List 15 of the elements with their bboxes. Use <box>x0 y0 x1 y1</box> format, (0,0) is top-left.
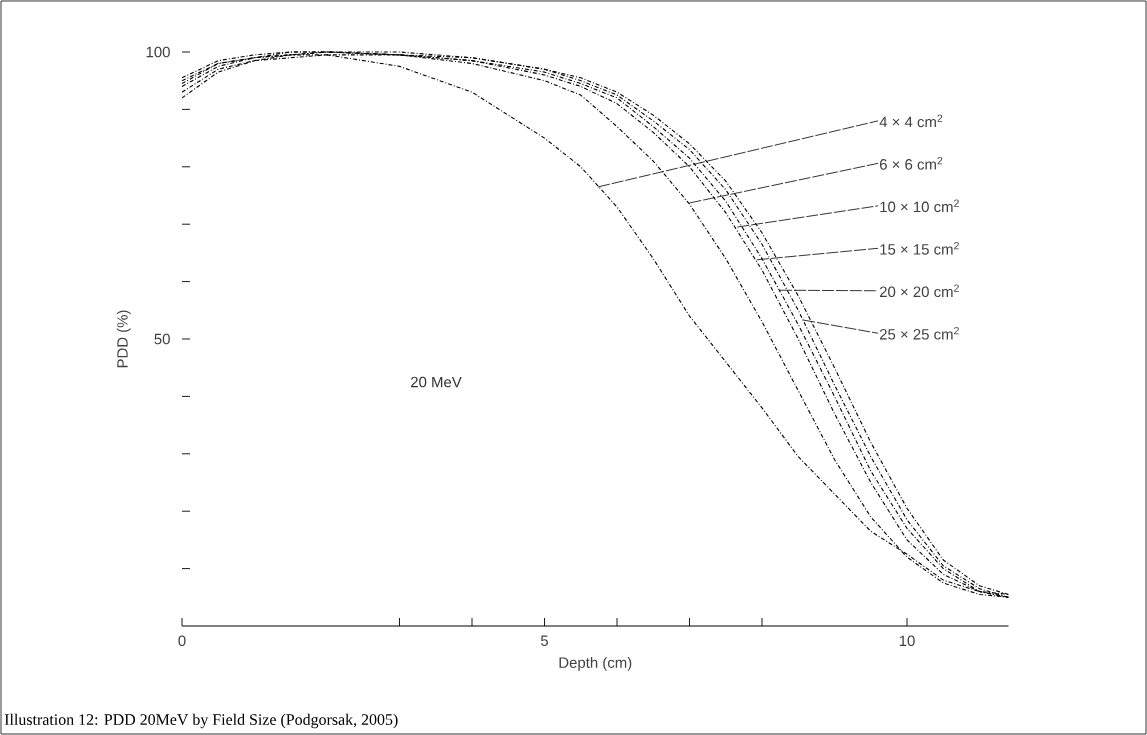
annotation: 15 × 15 cm$^{2}$ <box>880 241 959 255</box>
x-tick-label: 5 <box>540 635 549 646</box>
x-axis-title: Depth (cm) <box>559 656 632 671</box>
annotation: 4 × 4 cm$^{2}$ <box>879 114 943 128</box>
annotation: 6 × 6 cm$^{2}$ <box>879 157 943 170</box>
y-axis-title: PDD (%) <box>116 310 131 368</box>
y-tick-label: 100 <box>146 46 170 58</box>
annotation: 10 × 10 cm$^{2}$ <box>880 199 959 213</box>
text: Illustration 12: PDD 20MeV by Field Size (Podgorsak, 2005) <box>4 713 398 729</box>
annotation: 20 MeV <box>411 376 462 388</box>
x-tick-label: 10 <box>899 635 915 647</box>
y-tick-label: 50 <box>154 333 170 345</box>
x-tick-label: 0 <box>178 635 186 647</box>
annotation: 25 × 25 cm$^{2}$ <box>879 326 959 340</box>
annotation: 20 × 20 cm$^{2}$ <box>879 284 959 298</box>
